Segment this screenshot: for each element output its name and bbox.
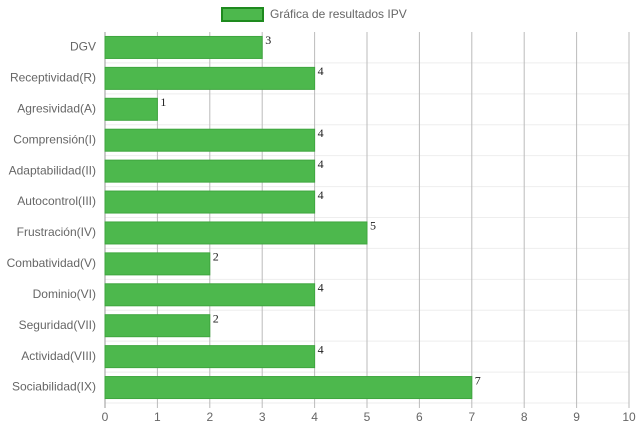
- x-tick-label: 0: [102, 410, 109, 424]
- x-tick-label: 4: [311, 410, 318, 424]
- x-tick-label: 6: [416, 410, 423, 424]
- bar: [104, 35, 263, 59]
- data-label: 4: [318, 64, 324, 78]
- y-tick-label: Receptividad(R): [10, 71, 96, 85]
- bar: [104, 190, 316, 214]
- bar: [104, 252, 211, 276]
- bar: [104, 128, 316, 152]
- legend-label: Gráfica de resultados IPV: [270, 7, 407, 21]
- legend-swatch: [221, 7, 264, 22]
- x-tick-label: 7: [468, 410, 475, 424]
- data-label: 4: [318, 188, 324, 202]
- x-tick-label: 9: [573, 410, 580, 424]
- bar: [104, 283, 316, 307]
- x-tick-label: 8: [521, 410, 528, 424]
- x-tick-label: 3: [259, 410, 266, 424]
- x-tick-label: 1: [154, 410, 161, 424]
- data-label: 2: [213, 250, 219, 264]
- bar: [104, 66, 316, 90]
- y-tick-label: Comprensión(I): [13, 132, 96, 146]
- x-tick-label: 10: [622, 410, 636, 424]
- y-tick-label: Seguridad(VII): [19, 318, 96, 332]
- x-tick-label: 5: [364, 410, 371, 424]
- bar: [104, 345, 316, 369]
- data-label: 1: [160, 95, 166, 109]
- y-tick-label: Actividad(VIII): [21, 349, 96, 363]
- bar: [104, 221, 368, 245]
- y-tick-label: Sociabilidad(IX): [12, 380, 96, 394]
- data-label: 4: [318, 157, 324, 171]
- y-tick-label: Frustración(IV): [17, 225, 96, 239]
- y-tick-label: Adaptabilidad(II): [9, 163, 96, 177]
- data-label: 4: [318, 281, 324, 295]
- data-label: 4: [318, 342, 324, 356]
- y-tick-label: Agresividad(A): [17, 101, 96, 115]
- data-label: 5: [370, 219, 376, 233]
- y-tick-label: DGV: [70, 40, 96, 54]
- bar: [104, 159, 316, 183]
- y-tick-label: Autocontrol(III): [17, 194, 96, 208]
- x-tick-label: 2: [206, 410, 213, 424]
- data-label: 4: [318, 126, 324, 140]
- bar: [104, 376, 473, 400]
- data-label: 2: [213, 311, 219, 325]
- y-tick-label: Combatividad(V): [7, 256, 96, 270]
- data-label: 3: [265, 33, 271, 47]
- bar: [104, 97, 158, 121]
- bar: [104, 314, 211, 338]
- y-tick-label: Dominio(VI): [33, 287, 96, 301]
- data-label: 7: [475, 373, 481, 387]
